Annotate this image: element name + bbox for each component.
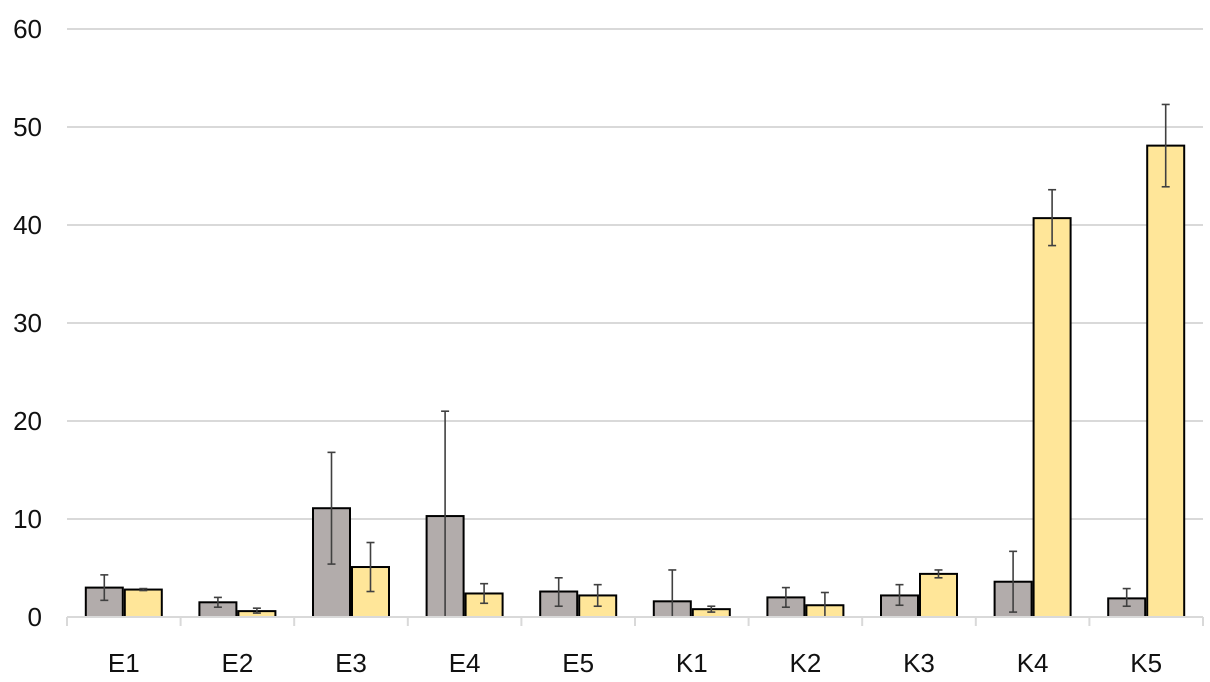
y-tick-label: 50 (13, 112, 42, 142)
bars (84, 144, 1186, 619)
error-bar-k5-series-2 (1161, 103, 1170, 188)
y-tick-label: 60 (13, 14, 42, 44)
x-category-label: E2 (221, 648, 253, 678)
error-bar-e1-series-2 (139, 587, 148, 592)
bar-k4-series-2 (1032, 217, 1072, 618)
x-axis (66, 616, 1204, 626)
error-bar-e3-series-1 (327, 451, 336, 565)
x-category-label: E4 (449, 648, 481, 678)
x-category-label: E3 (335, 648, 367, 678)
error-bar-e2-series-1 (213, 596, 222, 609)
bar-e1-series-2 (123, 588, 163, 618)
y-tick-label: 20 (13, 406, 42, 436)
y-axis-tick-labels: 0 10 20 30 40 50 60 (13, 14, 42, 632)
x-category-label: E5 (562, 648, 594, 678)
error-bar-k3-series-2 (934, 569, 943, 579)
x-category-label: K5 (1130, 648, 1162, 678)
error-bar-k2-series-1 (781, 586, 790, 609)
error-bar-e1-series-1 (100, 574, 109, 602)
error-bar-k1-series-2 (707, 605, 716, 613)
y-tick-label: 40 (13, 210, 42, 240)
gridlines (67, 28, 1203, 520)
bar-k5-series-2 (1146, 144, 1186, 618)
x-category-label: K3 (903, 648, 935, 678)
y-tick-label: 10 (13, 504, 42, 534)
x-category-label: K4 (1017, 648, 1049, 678)
error-bar-k4-series-1 (1009, 550, 1018, 613)
x-category-label: K2 (789, 648, 821, 678)
bar-k3-series-2 (919, 572, 958, 619)
y-tick-label: 0 (28, 602, 42, 632)
error-bar-k4-series-2 (1048, 188, 1057, 247)
x-category-label: K1 (676, 648, 708, 678)
error-bar-k5-series-1 (1122, 587, 1131, 608)
error-bar-e5-series-1 (554, 576, 563, 608)
error-bar-e3-series-2 (366, 541, 375, 593)
error-bar-k3-series-1 (895, 583, 904, 607)
error-bar-e5-series-2 (593, 583, 602, 608)
x-axis-category-labels: E1 E2 E3 E4 E5 K1 K2 K3 K4 K5 (108, 648, 1162, 678)
error-bar-e4-series-2 (480, 582, 489, 605)
x-category-label: E1 (108, 648, 140, 678)
y-tick-label: 30 (13, 308, 42, 338)
error-bars (100, 103, 1170, 618)
error-bar-e2-series-2 (252, 607, 261, 614)
